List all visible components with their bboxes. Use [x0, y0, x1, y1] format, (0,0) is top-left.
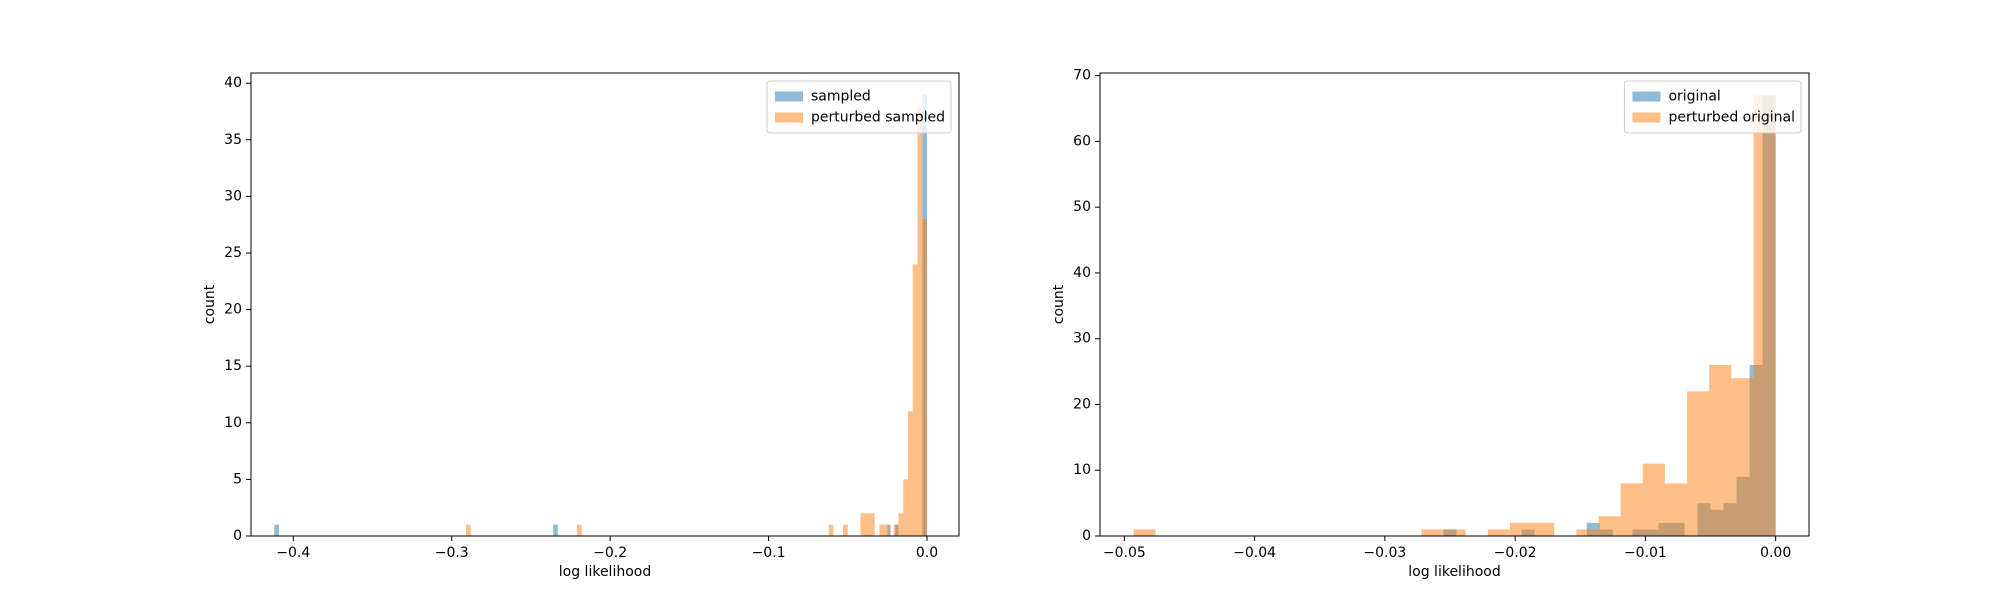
- histogram-bar: [865, 513, 870, 536]
- y-tick-label: 0: [1082, 528, 1091, 544]
- y-tick-label: 70: [1073, 68, 1091, 84]
- histogram-bar: [1753, 95, 1776, 537]
- legend-label: original: [1668, 89, 1720, 105]
- histogram-bar: [274, 524, 280, 536]
- y-tick-label: 5: [233, 471, 242, 487]
- y-axis-label: count: [1051, 284, 1067, 324]
- histogram-bar: [553, 524, 558, 536]
- histogram-bar: [1133, 529, 1156, 536]
- histogram-bar: [893, 524, 899, 536]
- histogram-bar: [869, 513, 875, 536]
- histogram-bar: [917, 105, 923, 536]
- y-tick-label: 40: [1073, 265, 1091, 281]
- y-tick-label: 20: [224, 302, 242, 318]
- x-tick-label: −0.3: [435, 545, 469, 561]
- histogram-bar: [1731, 378, 1754, 536]
- y-tick-label: 30: [224, 188, 242, 204]
- legend-label: sampled: [811, 89, 871, 105]
- y-tick-label: 30: [1073, 331, 1091, 347]
- x-tick-label: −0.04: [1233, 545, 1276, 561]
- histogram-bar: [922, 219, 927, 536]
- x-tick-label: −0.2: [593, 545, 627, 561]
- histogram-bar: [887, 524, 891, 536]
- y-tick-label: 60: [1073, 133, 1091, 149]
- x-tick-label: −0.03: [1363, 545, 1406, 561]
- histogram-bar: [1620, 483, 1643, 536]
- y-axis-label: count: [202, 284, 218, 324]
- histogram-bar: [860, 513, 866, 536]
- axes-frame: [250, 72, 960, 537]
- histogram-bar: [1509, 522, 1533, 536]
- histogram-bar: [576, 524, 582, 536]
- x-tick-label: −0.05: [1103, 545, 1146, 561]
- y-tick-label: 10: [224, 415, 242, 431]
- histogram-bar: [1487, 529, 1510, 536]
- x-tick-label: 0.0: [916, 545, 938, 561]
- axes-frame: [1099, 72, 1810, 537]
- histogram-bar: [884, 524, 889, 536]
- legend-label: perturbed sampled: [811, 110, 945, 126]
- x-tick-label: −0.02: [1494, 545, 1537, 561]
- histogram-bar: [1664, 483, 1688, 536]
- legend-swatch: [1632, 112, 1661, 123]
- x-axis-label: log likelihood: [559, 564, 651, 580]
- y-tick-label: 10: [1073, 462, 1091, 478]
- histogram-bar: [843, 524, 848, 536]
- y-tick-label: 40: [224, 75, 242, 91]
- histogram-bar: [912, 264, 918, 536]
- legend-swatch: [1632, 91, 1661, 102]
- x-axis-label: log likelihood: [1408, 564, 1500, 580]
- histogram-bar: [1421, 529, 1444, 536]
- histogram-bar: [1642, 463, 1665, 536]
- legend-swatch: [775, 112, 803, 123]
- y-tick-label: 50: [1073, 199, 1091, 215]
- histogram-bar: [1532, 522, 1555, 536]
- y-tick-label: 25: [224, 245, 242, 261]
- legend-frame: [766, 80, 952, 134]
- y-tick-label: 35: [224, 132, 242, 148]
- y-tick-label: 0: [233, 528, 242, 544]
- histogram-bar: [879, 524, 885, 536]
- histogram-bar: [903, 479, 908, 536]
- x-tick-label: 0.00: [1760, 545, 1791, 561]
- histogram-bar: [1709, 365, 1732, 536]
- histogram-bar: [828, 524, 834, 536]
- histogram-bar: [1687, 391, 1710, 536]
- histogram-bar: [1598, 516, 1621, 536]
- x-tick-label: −0.01: [1624, 545, 1667, 561]
- legend-frame: [1623, 80, 1802, 134]
- histogram-bar: [1576, 529, 1599, 536]
- y-tick-label: 15: [224, 358, 242, 374]
- legend-label: perturbed original: [1668, 110, 1795, 126]
- histogram-bar: [907, 411, 913, 536]
- y-tick-label: 20: [1073, 396, 1091, 412]
- x-tick-label: −0.4: [276, 545, 310, 561]
- x-tick-label: −0.1: [752, 545, 786, 561]
- histogram-bar: [465, 524, 471, 536]
- histogram-bar: [898, 513, 904, 536]
- legend-swatch: [775, 91, 803, 102]
- histogram-bar: [1443, 529, 1466, 536]
